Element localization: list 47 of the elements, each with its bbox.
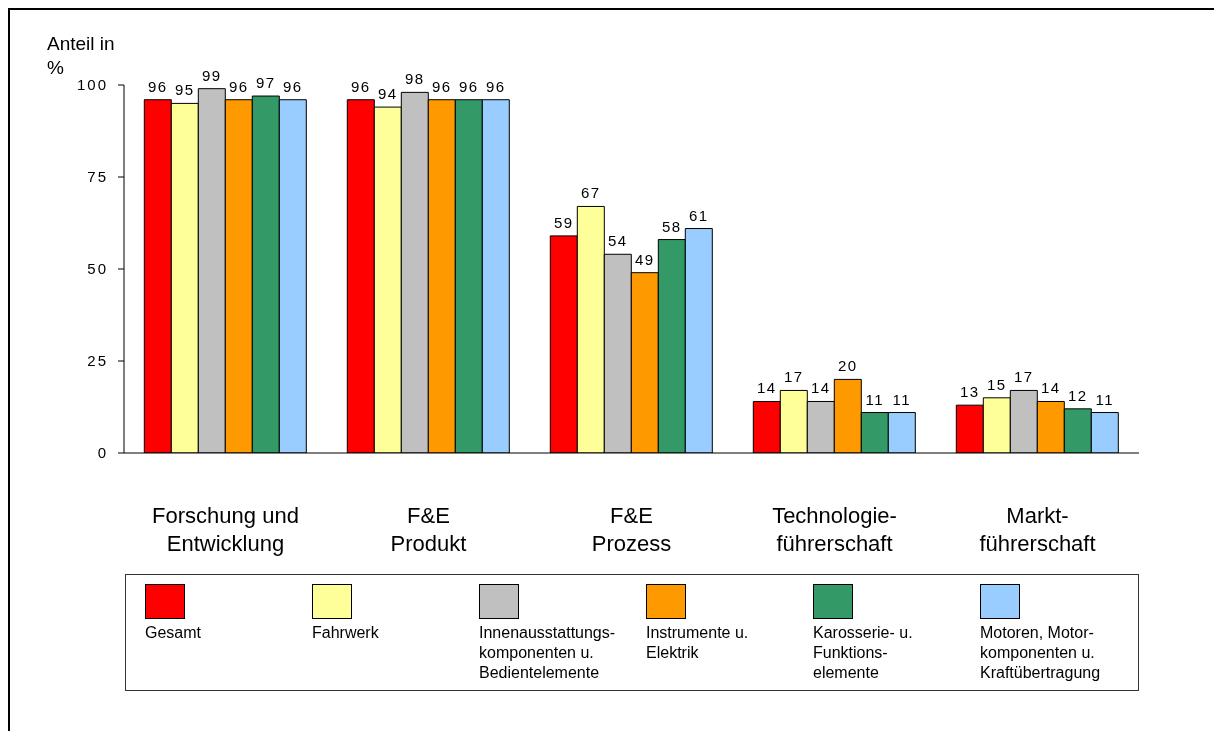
x-tick-label: F&E Produkt — [390, 503, 467, 556]
x-tick-label: Technologie- führerschaft — [772, 503, 897, 556]
data-label: 54 — [607, 232, 628, 250]
data-label: 95 — [174, 81, 195, 99]
data-label: 96 — [431, 77, 452, 95]
data-label: 17 — [1013, 368, 1034, 386]
legend-label: Karosserie- u. Funktions- elemente — [813, 623, 914, 683]
data-label: 61 — [688, 206, 709, 224]
legend-label: Innenausstattungs- komponenten u. Bedientelemente — [479, 623, 617, 683]
data-label: 13 — [959, 383, 980, 401]
data-label: 97 — [255, 74, 276, 92]
y-axis-title: Anteil in % — [47, 33, 115, 78]
data-label: 14 — [810, 379, 831, 397]
x-tick-label: F&E Prozess — [591, 503, 672, 556]
legend-label: Gesamt — [145, 623, 202, 643]
data-label: 11 — [892, 390, 912, 408]
data-label: 11 — [1095, 390, 1115, 408]
legend-label: Instrumente u. Elektrik — [646, 623, 750, 663]
data-label: 96 — [228, 77, 249, 95]
x-tick-label: Forschung und Entwicklung — [152, 503, 299, 556]
data-label: 12 — [1067, 386, 1088, 404]
data-label: 67 — [580, 184, 601, 202]
y-tick-label: 50 — [87, 260, 108, 278]
x-tick-label: Markt- führerschaft — [979, 503, 1096, 556]
data-label: 14 — [1040, 379, 1061, 397]
data-label: 99 — [201, 66, 222, 84]
data-label: 94 — [377, 85, 398, 103]
data-label: 15 — [986, 375, 1007, 393]
data-label: 96 — [147, 77, 168, 95]
data-label: 14 — [756, 379, 777, 397]
data-label: 58 — [661, 217, 682, 235]
y-tick-label: 100 — [76, 76, 108, 94]
y-tick-label: 25 — [87, 352, 108, 370]
data-label: 17 — [783, 368, 804, 386]
data-label: 96 — [458, 77, 479, 95]
legend-label: Fahrwerk — [312, 623, 380, 643]
y-tick-label: 75 — [87, 168, 108, 186]
data-label: 96 — [350, 77, 371, 95]
data-label: 11 — [865, 390, 885, 408]
legend-label: Motoren, Motor- komponenten u. Kraftübertragung — [980, 623, 1102, 683]
data-label: 20 — [837, 357, 858, 375]
data-label: 59 — [553, 213, 574, 231]
data-label: 98 — [404, 70, 425, 88]
data-label: 96 — [282, 77, 303, 95]
data-label: 96 — [485, 77, 506, 95]
data-label: 49 — [634, 250, 655, 268]
y-tick-label: 0 — [97, 444, 108, 462]
